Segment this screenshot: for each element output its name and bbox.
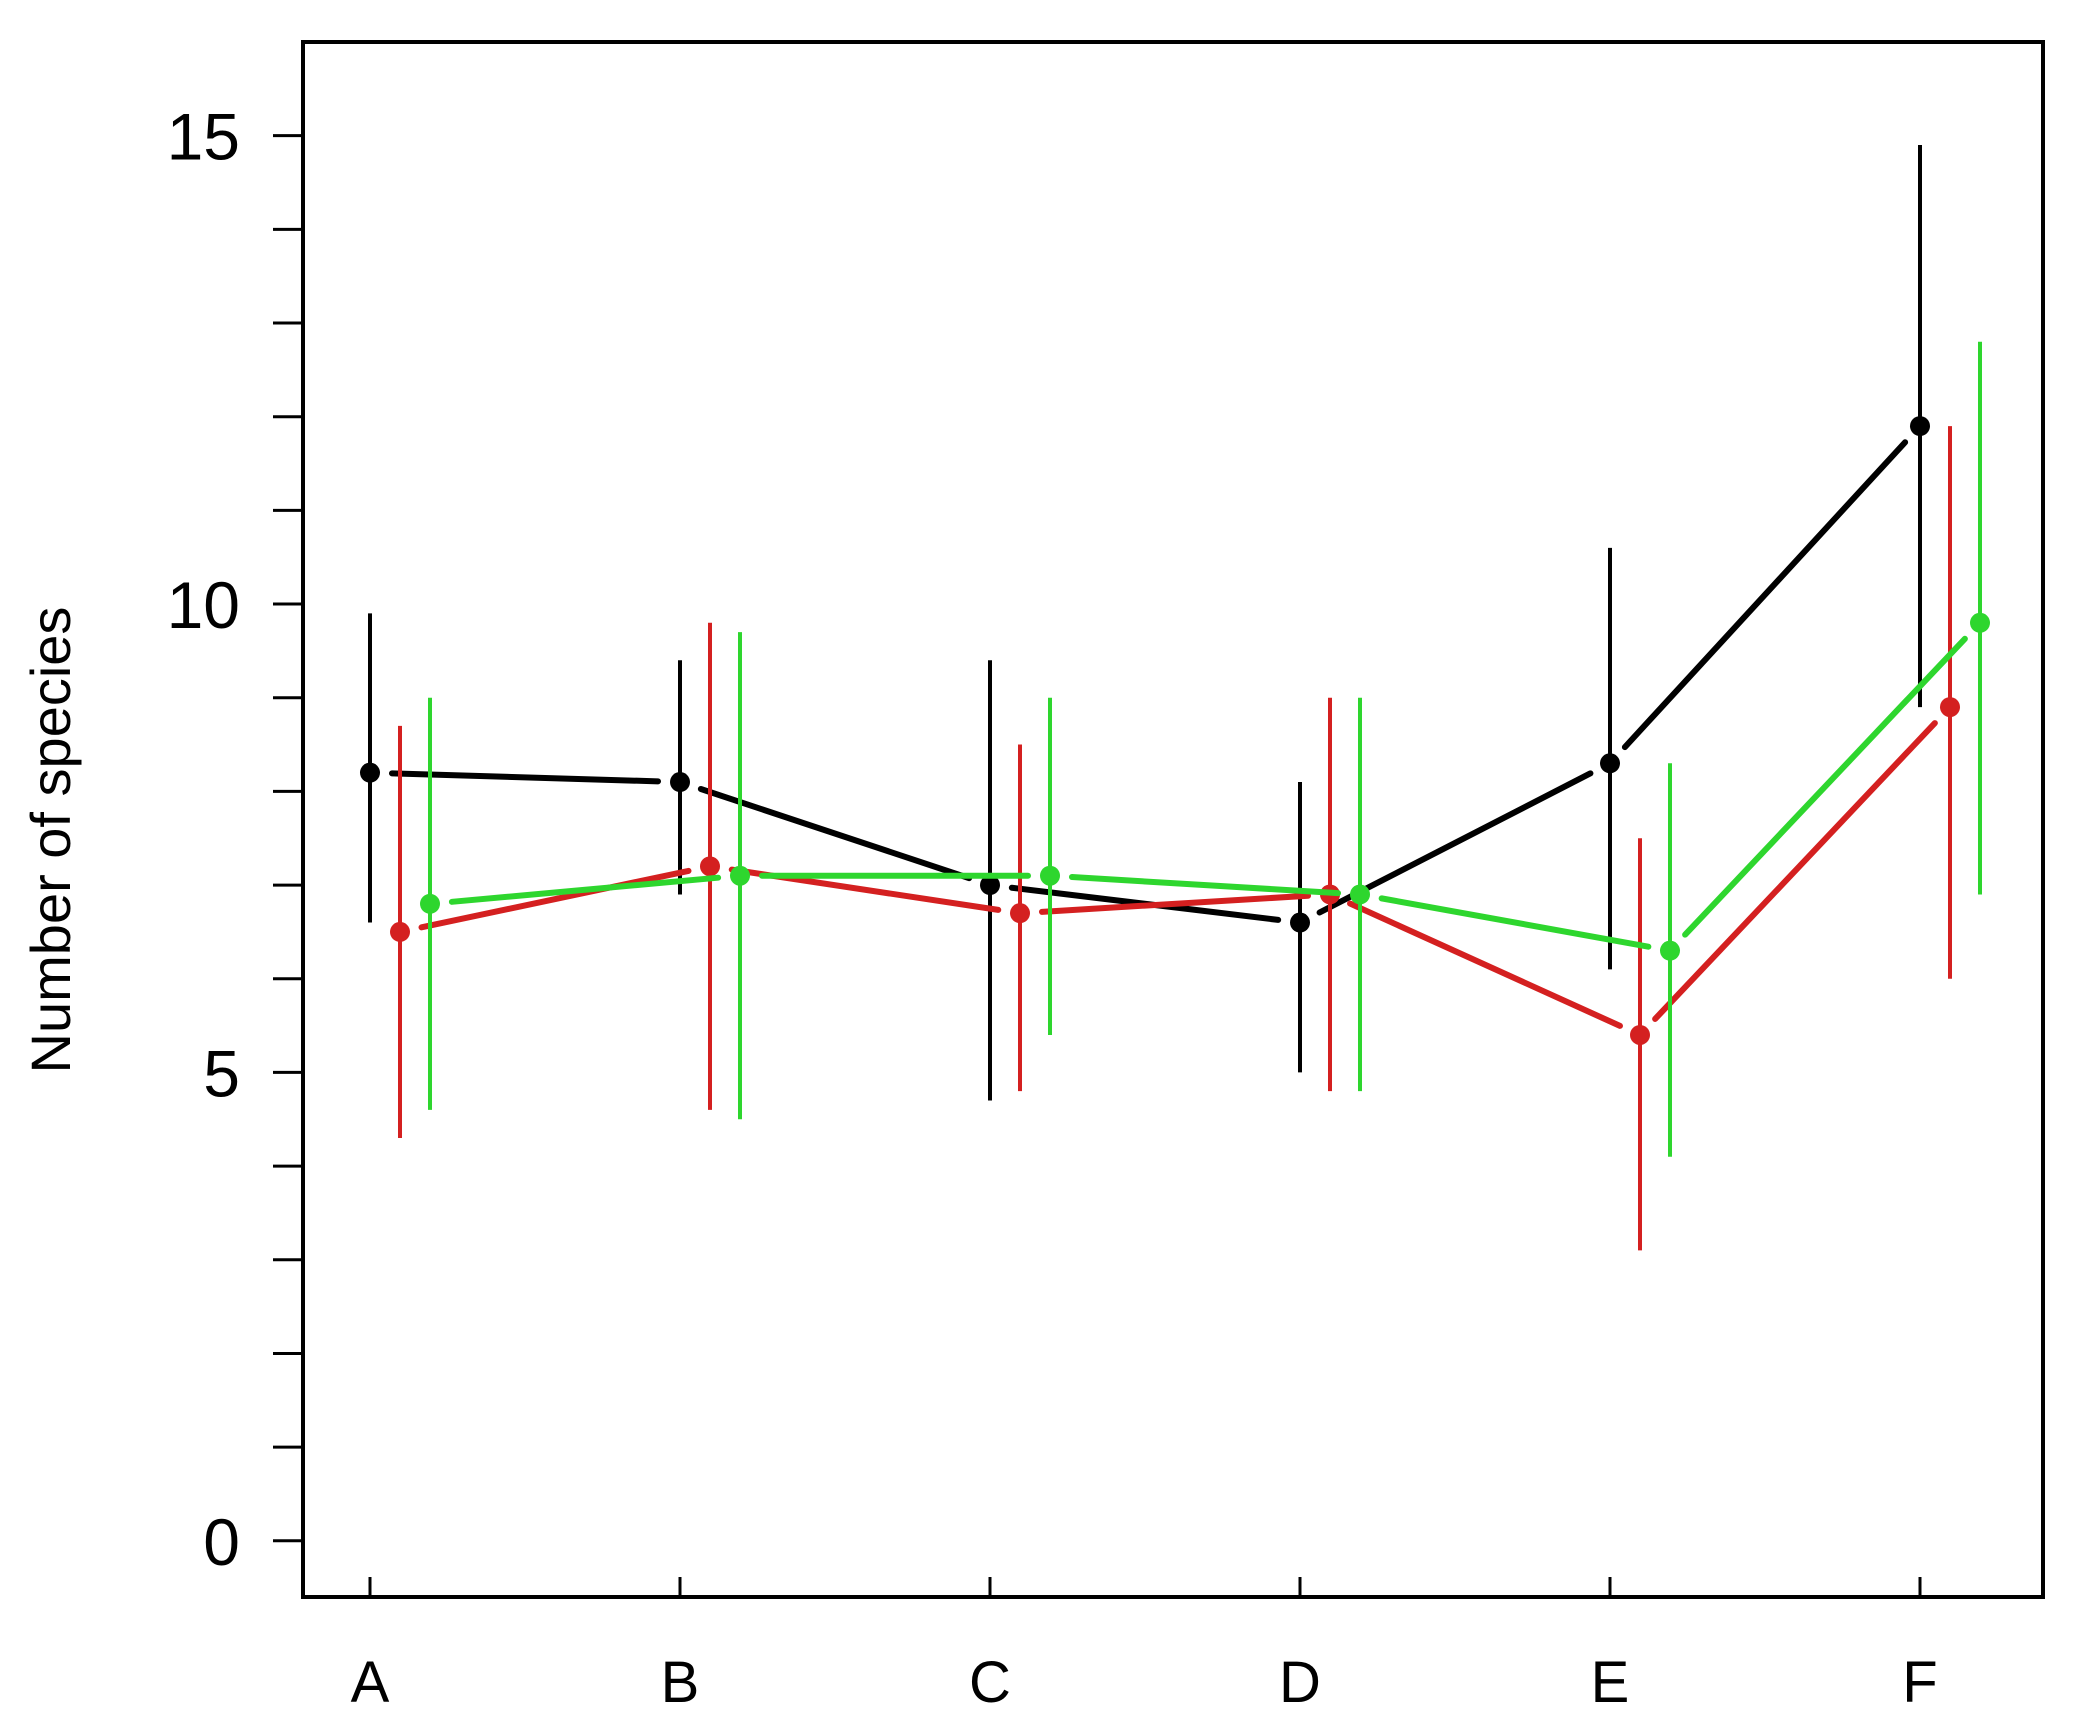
data-point (700, 856, 720, 877)
data-point (730, 865, 750, 886)
x-tick-label: D (1279, 1650, 1321, 1715)
series-line-segment (448, 874, 722, 905)
y-tick-label: 10 (167, 568, 240, 642)
y-axis-title: Number of species (19, 607, 82, 1074)
data-point (1290, 912, 1310, 933)
y-tick-label: 15 (167, 100, 240, 174)
series-line-segment (1682, 635, 1968, 938)
data-point (1660, 940, 1680, 961)
series-1 (360, 145, 1930, 1101)
plot-frame (301, 40, 2045, 1599)
data-point (1910, 416, 1930, 437)
data-point (1010, 903, 1030, 924)
series-line-segment (1068, 874, 1342, 897)
series-line-segment (388, 770, 662, 785)
data-point (1600, 753, 1620, 774)
data-point (1350, 884, 1370, 905)
series-2 (390, 426, 1960, 1251)
y-tick-label: 0 (203, 1505, 240, 1579)
x-tick-label: F (1902, 1650, 1937, 1715)
series-line-segment (1347, 900, 1623, 1029)
data-point (390, 921, 410, 942)
data-point (360, 762, 380, 783)
series-line-segment (1038, 892, 1312, 915)
series-line-segment (697, 785, 973, 882)
series-group (360, 145, 1990, 1251)
x-tick-label: E (1591, 1650, 1630, 1715)
y-tick-label: 5 (203, 1036, 240, 1110)
data-point (1040, 865, 1060, 886)
data-point (670, 772, 690, 793)
x-tick-label: A (351, 1650, 390, 1715)
x-tick-label: B (661, 1650, 700, 1715)
series-3 (420, 341, 1990, 1157)
series-line-segment (1652, 720, 1938, 1022)
series-line-segment (1378, 895, 1652, 950)
data-point (980, 875, 1000, 896)
x-tick-label: C (969, 1650, 1011, 1715)
series-line-segment (1621, 439, 1909, 751)
data-point (1970, 612, 1990, 633)
data-point (1630, 1024, 1650, 1045)
data-point (1940, 697, 1960, 718)
data-point (420, 893, 440, 914)
series-line-segment (418, 867, 692, 931)
axes: 0 5 10 15 A B C D E F (167, 40, 2045, 1715)
